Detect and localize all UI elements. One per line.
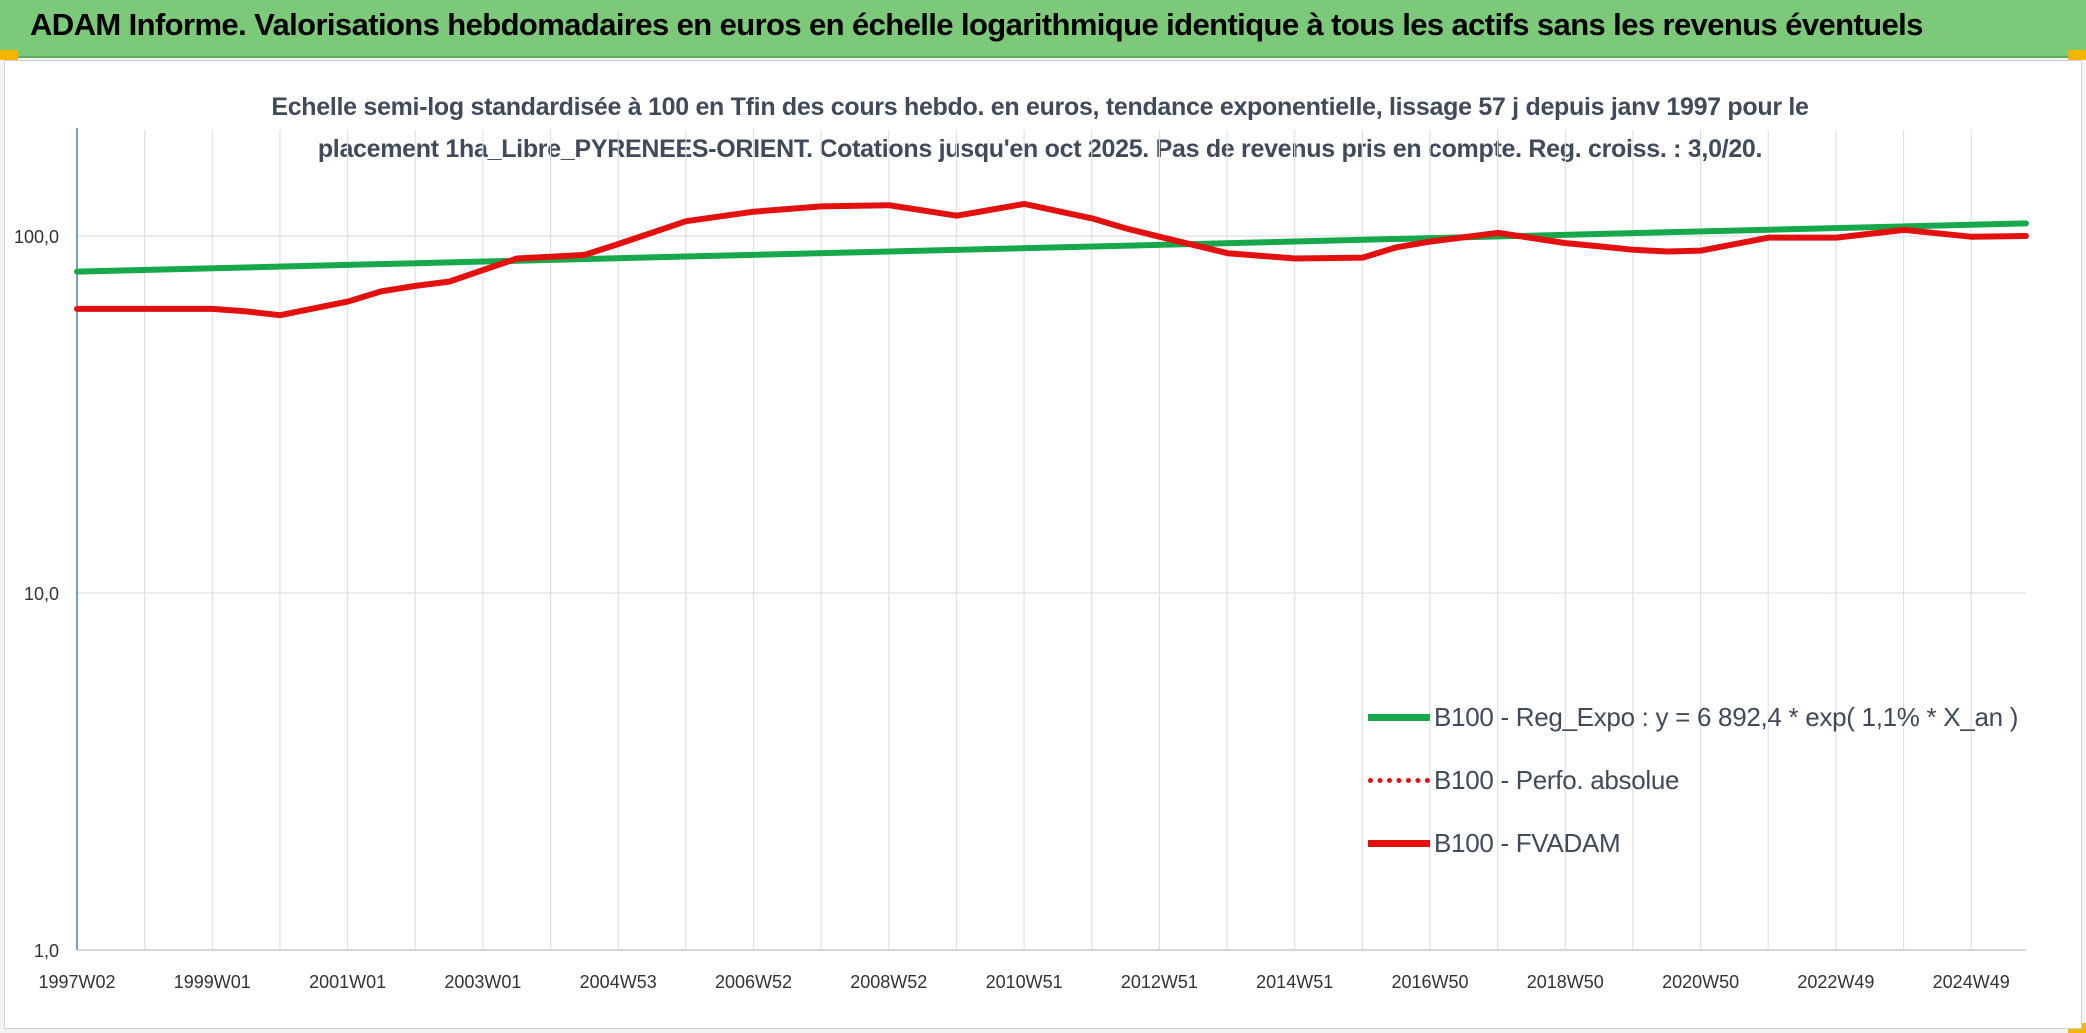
tick-labels: 1,0 10,0 100,0 1997W02 1999W01 2001W01 2003W01… (14, 227, 2010, 992)
legend-item-trend: B100 - Reg_Expo : y = 6 892,4 * exp( 1,1… (1368, 686, 2018, 749)
y-tick-label: 100,0 (14, 227, 59, 247)
fvadam-line (74, 200, 2029, 319)
y-tick-label: 1,0 (34, 941, 59, 961)
report-title: ADAM Informe. Valorisations hebdomadaire… (30, 7, 1923, 42)
x-tick-label: 2024W49 (1933, 972, 2010, 992)
x-tick-label: 2012W51 (1121, 972, 1198, 992)
legend-swatch-trend (1368, 714, 1430, 721)
legend-item-fvadam: B100 - FVADAM (1368, 812, 2018, 875)
legend-label-perfo: B100 - Perfo. absolue (1434, 765, 1680, 795)
x-tick-label: 2020W50 (1662, 972, 1739, 992)
x-tick-label: 2003W01 (444, 972, 521, 992)
corner-marker-right (2068, 50, 2086, 60)
x-tick-label: 1997W02 (38, 972, 115, 992)
x-tick-label: 1999W01 (174, 972, 251, 992)
corner-marker-left (0, 50, 18, 60)
x-tick-label: 2016W50 (1391, 972, 1468, 992)
report-banner: ADAM Informe. Valorisations hebdomadaire… (0, 0, 2086, 58)
x-tick-label: 2004W53 (580, 972, 657, 992)
x-tick-label: 2008W52 (850, 972, 927, 992)
legend-swatch-perfo (1368, 778, 1430, 783)
x-tick-label: 2014W51 (1256, 972, 1333, 992)
grid-lines (77, 130, 2026, 951)
chart-title-line-1: Echelle semi-log standardisée à 100 en T… (271, 93, 1809, 121)
legend-label-trend: B100 - Reg_Expo : y = 6 892,4 * exp( 1,1… (1434, 702, 2019, 732)
series-lines (74, 200, 2029, 319)
chart-title: Echelle semi-log standardisée à 100 en T… (120, 86, 1960, 170)
x-tick-label: 2006W52 (715, 972, 792, 992)
axes (76, 128, 2026, 951)
trend-line (74, 220, 2029, 275)
x-tick-label: 2022W49 (1797, 972, 1874, 992)
y-tick-label: 10,0 (24, 584, 59, 604)
legend-item-perfo: B100 - Perfo. absolue (1368, 749, 2018, 812)
x-tick-label: 2010W51 (986, 972, 1063, 992)
legend-label-fvadam: B100 - FVADAM (1434, 828, 1621, 858)
chart-legend: B100 - Reg_Expo : y = 6 892,4 * exp( 1,1… (1368, 686, 2018, 875)
x-tick-label: 2001W01 (309, 972, 386, 992)
x-tick-label: 2018W50 (1527, 972, 1604, 992)
chart-panel (4, 60, 2082, 1029)
chart-title-line-2: placement 1ha_Libre_PYRENEES-ORIENT. Cot… (317, 135, 1763, 163)
legend-swatch-fvadam (1368, 840, 1430, 847)
